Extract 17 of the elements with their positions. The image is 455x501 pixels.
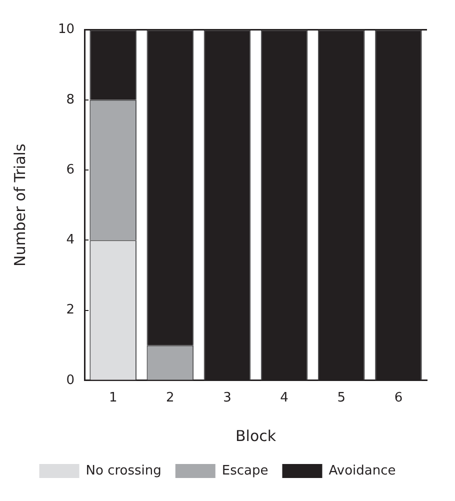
x-tick-label: 1 bbox=[108, 390, 118, 406]
legend-label: Escape bbox=[222, 463, 268, 478]
y-tick-label: 0 bbox=[66, 372, 75, 388]
x-tick-label: 4 bbox=[280, 390, 288, 406]
legend-label: Avoidance bbox=[328, 463, 396, 478]
x-axis-title: Block bbox=[235, 426, 276, 445]
y-axis-title: Number of Trials bbox=[10, 144, 29, 266]
y-tick-label: 8 bbox=[66, 92, 75, 108]
x-tick-label: 6 bbox=[394, 390, 403, 406]
y-tick-label: 10 bbox=[58, 22, 75, 38]
x-tick-label: 2 bbox=[166, 390, 174, 406]
y-tick-label: 2 bbox=[66, 302, 75, 318]
y-tick-label: 4 bbox=[66, 232, 75, 248]
x-tick-label: 5 bbox=[337, 390, 346, 406]
y-tick-label: 6 bbox=[66, 162, 75, 178]
legend-label: No crossing bbox=[86, 463, 162, 478]
x-tick-label: 3 bbox=[223, 390, 232, 406]
